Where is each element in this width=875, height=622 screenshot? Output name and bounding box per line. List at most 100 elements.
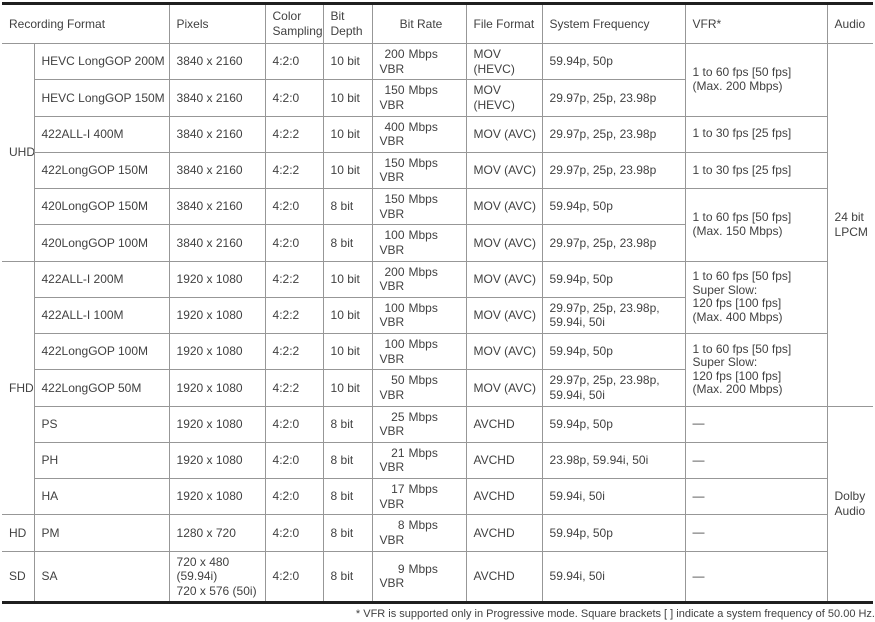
- pixels-cell: 1920 x 1080: [168, 477, 266, 516]
- pixels-cell: 3840 x 2160: [168, 187, 266, 226]
- group-cell: SD: [2, 550, 35, 604]
- bit-rate-cell: 25 Mbps VBR: [371, 405, 467, 443]
- bit-rate-value: 200: [384, 264, 405, 279]
- system-frequency-cell: 29.97p, 25p, 23.98p: [541, 151, 686, 190]
- table-row: FHD 422ALL-I 200M 1920 x 1080 4:2:2 10 bit 20…: [2, 260, 873, 516]
- system-frequency-cell: 29.97p, 25p, 23.98p, 59.94i, 50i: [541, 369, 686, 407]
- pixels-cell: 1920 x 1080: [168, 441, 266, 480]
- bit-rate-unit: Mbps VBR: [379, 228, 438, 257]
- bit-rate-unit: Mbps VBR: [379, 373, 438, 402]
- format-cell: SA: [33, 550, 170, 604]
- format-cell: PM: [33, 514, 170, 552]
- bit-rate-value: 25: [391, 409, 405, 424]
- system-frequency-cell: 59.94p, 50p: [541, 42, 686, 81]
- vfr-cell: 1 to 30 fps [25 fps]: [684, 115, 828, 153]
- color-sampling-cell: 4:2:2: [264, 260, 324, 298]
- pixels-cell: 1280 x 720: [168, 514, 266, 552]
- file-format-cell: MOV (HEVC): [465, 42, 543, 81]
- column-header-bit-rate: Bit Rate: [371, 3, 467, 44]
- bit-rate-unit: Mbps VBR: [379, 300, 438, 330]
- system-frequency-cell: 29.97p, 25p, 23.98p: [541, 79, 686, 117]
- bit-rate-cell: 100 Mbps VBR: [371, 332, 467, 371]
- table-row: 422LongGOP 100M 1920 x 1080 4:2:2 10 bit 100…: [2, 332, 873, 407]
- pixels-cell: 1920 x 1080: [168, 332, 266, 371]
- pixels-cell: 1920 x 1080: [168, 296, 266, 335]
- bit-rate-cell: 150 Mbps VBR: [371, 187, 467, 226]
- bit-rate-value: 50: [391, 373, 405, 388]
- format-cell: 422ALL-I 400M: [33, 115, 170, 153]
- bit-depth-cell: 8 bit: [322, 441, 373, 480]
- format-cell: 420LongGOP 100M: [33, 224, 170, 262]
- format-cell: HA: [33, 477, 170, 516]
- bit-rate-unit: Mbps VBR: [379, 264, 438, 294]
- vfr-cell: —: [684, 514, 828, 552]
- group-cell: HD: [2, 514, 35, 552]
- file-format-cell: MOV (AVC): [465, 115, 543, 153]
- color-sampling-cell: 4:2:0: [264, 42, 324, 81]
- file-format-cell: MOV (AVC): [465, 224, 543, 262]
- file-format-cell: MOV (AVC): [465, 151, 543, 190]
- column-header-pixels: Pixels: [168, 3, 266, 44]
- format-cell: 422LongGOP 50M: [33, 369, 170, 407]
- table-row: HEVC LongGOP 150M 3840 x 2160 4:2:0 10 bit 1…: [2, 79, 873, 117]
- bit-rate-value: 150: [384, 192, 405, 206]
- pixels-cell: 1920 x 1080: [168, 405, 266, 443]
- format-cell: 422ALL-I 100M: [33, 296, 170, 335]
- bit-rate-cell: 150 Mbps VBR: [371, 79, 467, 117]
- file-format-cell: MOV (AVC): [465, 187, 543, 226]
- vfr-cell: —: [684, 477, 828, 516]
- audio-cell: 24 bit LPCM: [826, 43, 874, 407]
- bit-depth-cell: 8 bit: [322, 224, 373, 262]
- bit-depth-cell: 10 bit: [322, 42, 373, 81]
- bit-rate-cell: 50 Mbps VBR: [371, 369, 467, 407]
- table-row: HA 1920 x 1080 4:2:0 8 bit 17 Mbps VBR AVCHD 59…: [2, 477, 873, 516]
- vfr-cell: 1 to 60 fps [50 fps] (Max. 150 Mbps): [684, 188, 828, 262]
- recording-format-table: Recording Format Pixels Color Sampling Bit …: [2, 2, 874, 605]
- column-header-file-format: File Format: [465, 3, 543, 44]
- bit-rate-unit: Mbps VBR: [379, 337, 438, 366]
- bit-rate-unit: Mbps VBR: [379, 155, 438, 185]
- file-format-cell: MOV (AVC): [465, 332, 543, 371]
- table-row: HD PM 1280 x 720 4:2:0 8 bit 8 Mbps VBR AVCHD 59…: [2, 514, 873, 552]
- column-header-color-sampling: Color Sampling: [264, 3, 324, 44]
- bit-rate-cell: 9 Mbps VBR: [371, 550, 467, 604]
- format-cell: 422ALL-I 200M: [33, 260, 170, 298]
- color-sampling-cell: 4:2:0: [264, 514, 324, 552]
- color-sampling-cell: 4:2:2: [264, 369, 324, 407]
- color-sampling-cell: 4:2:2: [264, 115, 324, 153]
- format-cell: 422LongGOP 100M: [33, 332, 170, 371]
- color-sampling-cell: 4:2:2: [264, 332, 324, 371]
- bit-depth-cell: 8 bit: [322, 187, 373, 226]
- system-frequency-cell: 59.94i, 50i: [541, 477, 686, 516]
- bit-rate-cell: 400 Mbps VBR: [371, 115, 467, 153]
- column-header-recording-format: Recording Format: [2, 3, 170, 44]
- table-row: 422ALL-I 100M 1920 x 1080 4:2:2 10 bit 100 Mb…: [2, 296, 873, 335]
- file-format-cell: MOV (AVC): [465, 260, 543, 298]
- bit-rate-value: 9: [397, 561, 405, 576]
- format-cell: PH: [33, 441, 170, 480]
- bit-depth-cell: 8 bit: [322, 477, 373, 516]
- audio-cell: Dolby Audio: [826, 405, 874, 604]
- vfr-cell: —: [684, 550, 828, 604]
- bit-depth-cell: 10 bit: [322, 115, 373, 153]
- table-row: PH 1920 x 1080 4:2:0 8 bit 21 Mbps VBR AVCHD 23…: [2, 441, 873, 480]
- bit-rate-cell: 21 Mbps VBR: [371, 441, 467, 480]
- file-format-cell: AVCHD: [465, 514, 543, 552]
- pixels-cell: 3840 x 2160: [168, 79, 266, 117]
- bit-rate-value: 100: [384, 300, 405, 315]
- bit-rate-value: 8: [397, 518, 405, 533]
- group-cell: FHD: [2, 260, 35, 516]
- bit-rate-unit: Mbps VBR: [379, 83, 438, 112]
- bit-depth-cell: 8 bit: [322, 514, 373, 552]
- system-frequency-cell: 59.94p, 50p: [541, 514, 686, 552]
- file-format-cell: MOV (AVC): [465, 369, 543, 407]
- file-format-cell: MOV (HEVC): [465, 79, 543, 117]
- color-sampling-cell: 4:2:0: [264, 187, 324, 226]
- system-frequency-cell: 59.94p, 50p: [541, 332, 686, 371]
- vfr-cell: 1 to 60 fps [50 fps] Super Slow: 120 fps…: [684, 260, 828, 334]
- bit-rate-cell: 8 Mbps VBR: [371, 514, 467, 552]
- pixels-cell: 3840 x 2160: [168, 42, 266, 81]
- bit-rate-cell: 150 Mbps VBR: [371, 151, 467, 190]
- bit-depth-cell: 10 bit: [322, 79, 373, 117]
